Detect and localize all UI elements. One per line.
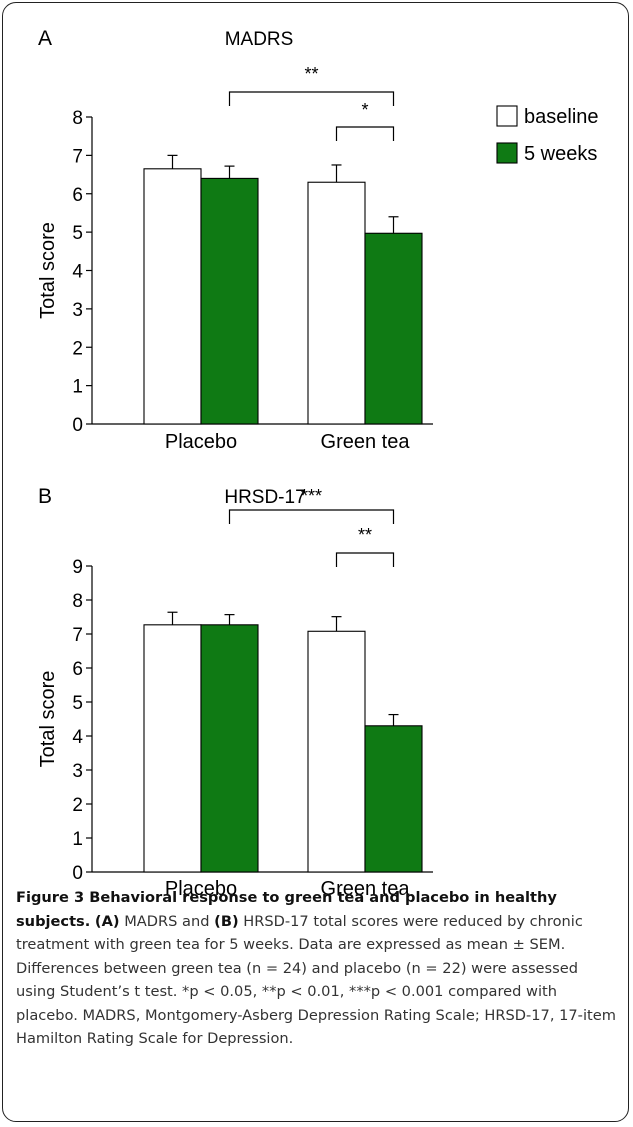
panel-a-significance-label: * xyxy=(361,100,368,120)
panel-b-title: HRSD-17 xyxy=(224,487,305,508)
panel-b-ytick-label: 0 xyxy=(72,863,83,884)
panel-b-letter: B xyxy=(38,485,52,508)
panel-a-significance-bracket xyxy=(335,126,395,141)
panel-a-xtick-label: Placebo xyxy=(165,431,237,453)
panel-b-ytick-label: 6 xyxy=(72,659,83,680)
panel-b-ytick-label: 4 xyxy=(72,727,83,748)
panel-a-bar xyxy=(143,168,202,425)
panel-a-ytick-label: 3 xyxy=(72,300,83,321)
panel-a-significance-bracket xyxy=(228,91,395,106)
caption-lead: Figure 3 Behavioral response to green te… xyxy=(16,889,557,930)
panel-b-ytick-label: 7 xyxy=(72,625,83,646)
chart-panel-a: A MADRS Total score 0 1 2 3 4 5 6 7 8 Placebo Green t… xyxy=(37,27,599,453)
panel-a-ylabel: Total score xyxy=(37,222,59,319)
caption-a-text: MADRS and xyxy=(124,912,210,930)
panel-a-bar xyxy=(200,177,259,425)
panel-a-title: MADRS xyxy=(225,29,294,50)
panel-b-ylabel: Total score xyxy=(37,671,59,768)
panel-b-xtick-label: Placebo xyxy=(165,878,237,900)
panel-a-bar xyxy=(307,181,366,425)
caption-a-label: (A) xyxy=(94,912,120,930)
panel-a-ytick-label: 6 xyxy=(72,185,83,206)
caption-b-label: (B) xyxy=(214,912,239,930)
panel-b-significance-bracket xyxy=(335,552,395,567)
legend-swatch xyxy=(496,105,518,127)
panel-b-ytick-label: 2 xyxy=(72,795,83,816)
panel-a-letter: A xyxy=(38,27,52,50)
panel-a-ytick-label: 4 xyxy=(72,262,83,283)
panel-b-significance-label: *** xyxy=(301,486,322,506)
panel-a-ytick-label: 0 xyxy=(72,415,83,436)
panel-a-significance-label: ** xyxy=(304,64,318,84)
panel-a-ytick-label: 1 xyxy=(72,377,83,398)
panel-a-ytick-label: 7 xyxy=(72,146,83,167)
panel-a-ytick-label: 8 xyxy=(72,108,83,129)
panel-b-significance-bracket xyxy=(228,509,395,524)
panel-b-ytick-label: 3 xyxy=(72,761,83,782)
panel-b-bar xyxy=(364,725,423,873)
legend-swatch xyxy=(496,142,518,164)
panel-b-significance-label: ** xyxy=(358,525,372,545)
panel-a-bar xyxy=(364,232,423,425)
legend-label: baseline xyxy=(524,106,599,128)
panel-b-ytick-label: 9 xyxy=(72,557,83,578)
panel-b-bar xyxy=(143,624,202,873)
panel-a-ytick-label: 2 xyxy=(72,338,83,359)
panel-b-ytick-label: 5 xyxy=(72,693,83,714)
caption-body: HRSD-17 total scores were reduced by chr… xyxy=(16,912,616,1048)
panel-b-bar xyxy=(200,624,259,873)
chart-panel-b: B HRSD-17 Total score 0 1 2 3 4 5 6 7 8 9 Placebo Gree… xyxy=(37,485,433,900)
panel-a-xtick-label: Green tea xyxy=(321,431,411,453)
panel-b-bar xyxy=(307,630,366,873)
figure-caption: Figure 3 Behavioral response to green te… xyxy=(16,886,620,1051)
panel-a-ytick-label: 5 xyxy=(72,223,83,244)
panel-b-ytick-label: 1 xyxy=(72,829,83,850)
panel-b-xtick-label: Green tea xyxy=(321,878,411,900)
legend-label: 5 weeks xyxy=(524,143,597,165)
panel-b-ytick-label: 8 xyxy=(72,591,83,612)
